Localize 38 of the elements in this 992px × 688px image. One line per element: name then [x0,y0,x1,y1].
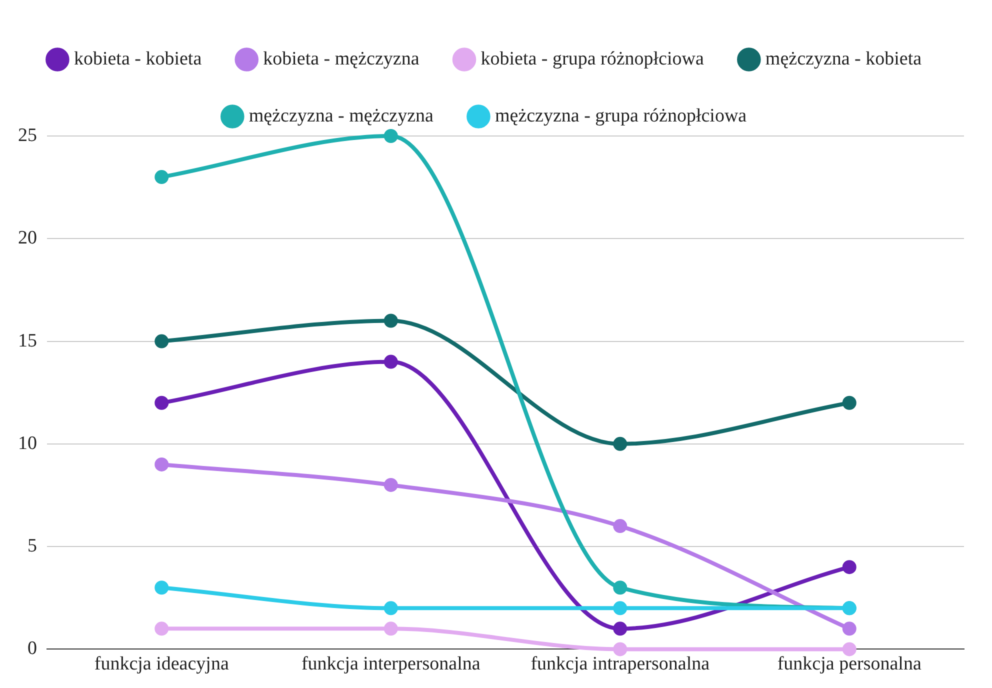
x-tick-label: funkcja personalna [777,654,922,675]
point [384,478,398,492]
point [842,622,856,636]
point [842,396,856,410]
point [154,170,169,184]
x-tick-label: funkcja ideacyjna [94,654,230,675]
legend-label: kobieta - mężczyzna [263,48,420,70]
legend-label: mężczyzna - mężczyzna [248,105,434,126]
legend-label: kobieta - kobieta [74,48,202,70]
point [613,580,628,595]
point [154,457,169,472]
legend-label: mężczyzna - grupa różnopłciowa [494,105,748,126]
point [842,642,856,656]
point [384,622,398,636]
y-tick-label: 10 [18,432,37,454]
legend-label: kobieta - grupa różnopłciowa [480,48,704,70]
y-tick-label: 0 [28,638,37,660]
point [613,436,628,451]
x-tick-label: funkcja interpersonalna [301,654,481,675]
point [384,601,398,616]
legend-label: mężczyzna - kobieta [765,48,922,70]
point [154,334,169,348]
y-tick-label: 20 [18,228,37,249]
point [384,314,398,328]
point [842,560,856,574]
point [154,396,169,410]
point [154,622,169,636]
point [613,519,628,534]
point [613,642,628,656]
x-tick-label: funkcja intrapersonalna [530,654,710,675]
point [154,580,169,595]
y-tick-label: 25 [18,124,37,146]
y-tick-label: 5 [28,536,37,557]
point [613,601,628,616]
point [384,354,398,369]
y-tick-label: 15 [18,330,37,352]
point [384,129,398,143]
point [613,622,628,636]
